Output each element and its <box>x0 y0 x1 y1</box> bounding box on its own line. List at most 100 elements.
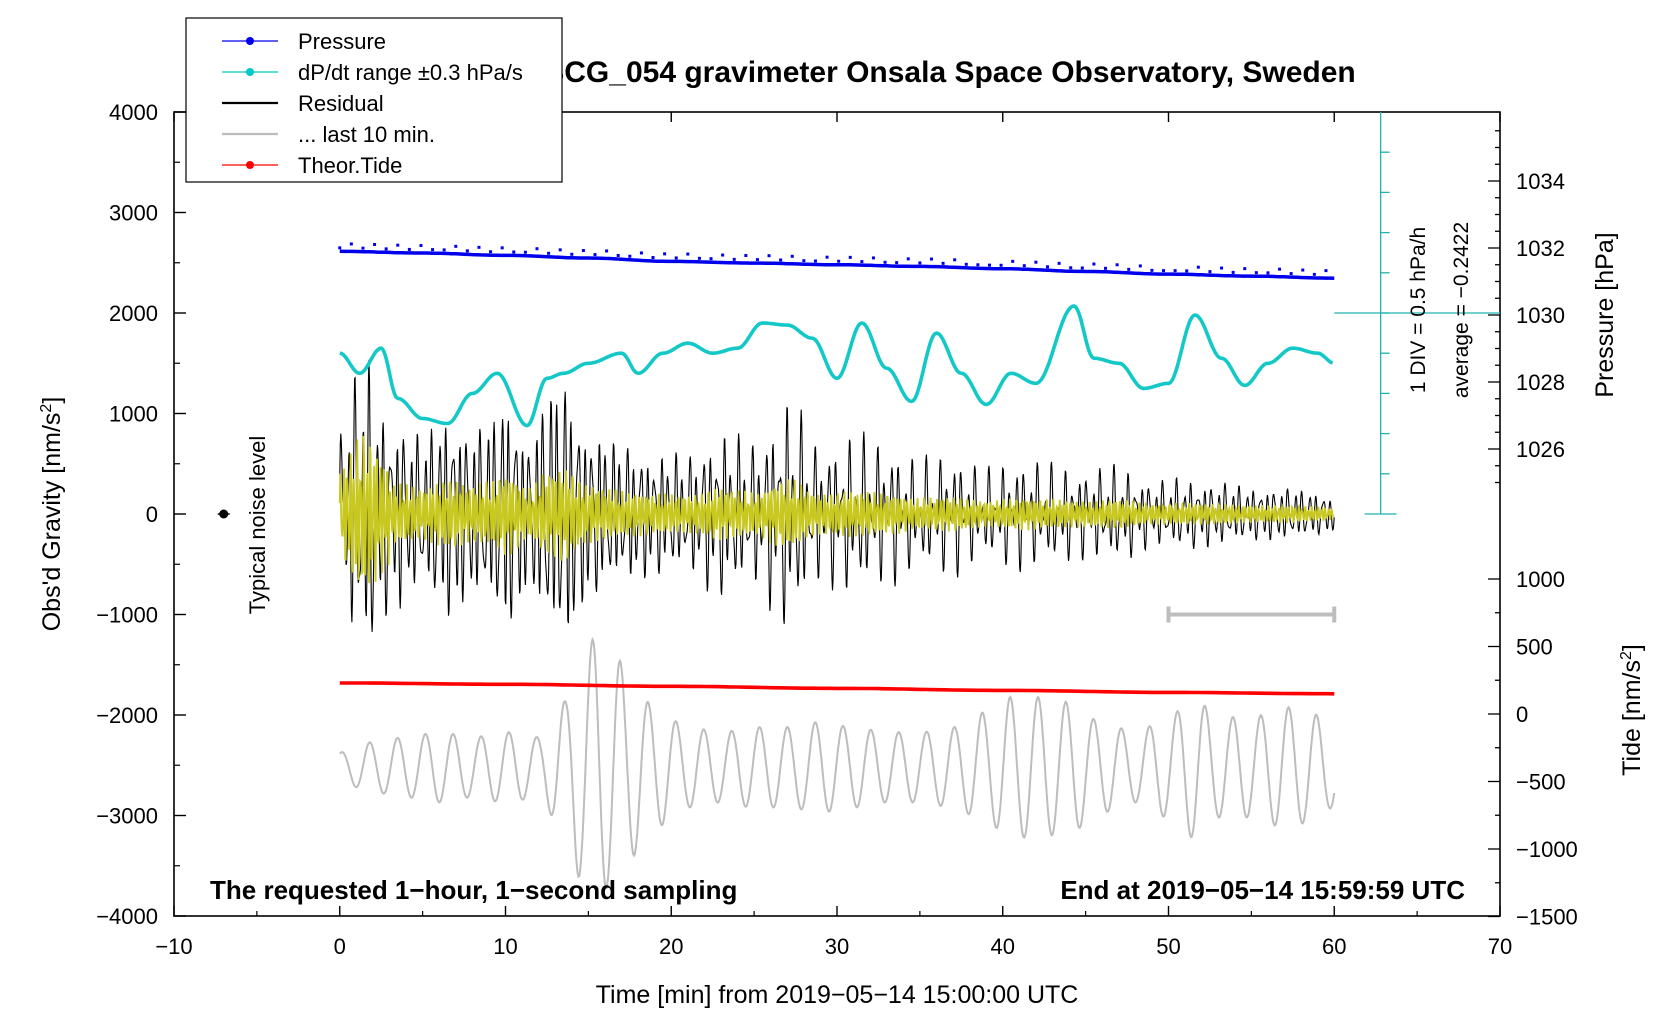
y-tick-label: −2000 <box>96 703 158 728</box>
y-tick-label: −1000 <box>96 603 158 628</box>
pressure-point <box>744 254 748 258</box>
pressure-point <box>1046 265 1050 269</box>
dpdt-line <box>339 304 1334 428</box>
pressure-tick-label: 1030 <box>1516 303 1565 328</box>
y-tick-label: 4000 <box>109 100 158 125</box>
scale-average-label: average = −0.2422 <box>1450 222 1473 398</box>
pressure-point <box>1220 266 1224 270</box>
pressure-point <box>570 252 574 256</box>
pressure-point <box>1034 260 1038 264</box>
pressure-point <box>1173 269 1177 273</box>
pressure-point <box>883 260 887 264</box>
legend-box <box>185 17 563 183</box>
x-tick-label: 60 <box>1322 934 1346 959</box>
y-tick-label: 3000 <box>109 201 158 226</box>
pressure-point <box>964 262 968 266</box>
pressure-point <box>1162 269 1166 273</box>
tide-tick-label: 1000 <box>1516 567 1565 592</box>
x-tick-label: 70 <box>1488 934 1512 959</box>
pressure-point <box>1243 267 1247 271</box>
pressure-point <box>837 259 841 263</box>
pressure-point <box>674 256 678 260</box>
pressure-point <box>1324 269 1328 273</box>
pressure-point <box>512 250 516 254</box>
pressure-tick-label: 1032 <box>1516 236 1565 261</box>
pressure-point <box>349 242 353 246</box>
pressure-point <box>709 257 713 261</box>
y-axis-label-pressure: Pressure [hPa] <box>1591 232 1619 397</box>
pressure-point <box>941 261 945 265</box>
tide-tick-label: 0 <box>1516 702 1528 727</box>
last10-line <box>339 636 1336 890</box>
pressure-point <box>871 256 875 260</box>
pressure-point <box>396 243 400 247</box>
pressure-point <box>1289 272 1293 276</box>
pressure-point <box>1185 269 1189 273</box>
pressure-point <box>732 257 736 261</box>
pressure-point <box>1057 261 1061 265</box>
pressure-point <box>779 258 783 262</box>
pressure-point <box>1127 267 1131 271</box>
tide-tick-label: 500 <box>1516 635 1553 660</box>
sampling-note: The requested 1−hour, 1−second sampling <box>210 875 737 905</box>
pressure-point <box>1104 266 1108 270</box>
data-layer <box>217 112 1500 890</box>
pressure-point <box>407 247 411 251</box>
pressure-point <box>523 250 527 254</box>
tide-tick-label: −1500 <box>1516 905 1578 930</box>
legend-label: ... last 10 min. <box>298 122 435 147</box>
legend-label: dP/dt range ±0.3 hPa/s <box>298 60 523 85</box>
x-tick-label: 20 <box>659 934 683 959</box>
noise-marker <box>219 509 229 519</box>
pressure-point <box>686 252 690 256</box>
pressure-point <box>338 246 342 250</box>
pressure-point <box>848 255 852 259</box>
pressure-point <box>477 245 481 249</box>
pressure-point <box>1196 265 1200 269</box>
pressure-point <box>489 250 493 254</box>
noise-level-label: Typical noise level <box>245 436 270 615</box>
pressure-point <box>465 249 469 253</box>
axes-layer: −10 0 10 20 30 40 50 60 70 −4000 −3000 −2000 −1000 0 1… <box>96 100 1578 959</box>
legend-swatch-marker <box>246 161 254 169</box>
y-axis-label-tide: Tide [nm/s2] <box>1618 644 1646 776</box>
pressure-point <box>1080 266 1084 270</box>
pressure-point <box>755 258 759 262</box>
y-tick-label: 1000 <box>109 402 158 427</box>
tide-tick-label: −500 <box>1516 770 1566 795</box>
pressure-point <box>953 258 957 262</box>
pressure-point <box>454 244 458 248</box>
pressure-point <box>535 247 539 251</box>
pressure-point <box>639 251 643 255</box>
y-tick-label: 2000 <box>109 301 158 326</box>
y-tick-label: −4000 <box>96 904 158 929</box>
pressure-tick-label: 1026 <box>1516 437 1565 462</box>
pressure-point <box>593 253 597 257</box>
pressure-point <box>1301 268 1305 272</box>
pressure-point <box>1069 266 1073 270</box>
pressure-point <box>605 249 609 253</box>
pressure-point <box>987 263 991 267</box>
pressure-tick-label: 1034 <box>1516 169 1565 194</box>
pressure-point <box>790 254 794 258</box>
pressure-point <box>628 254 632 258</box>
pressure-point <box>384 247 388 251</box>
pressure-point <box>1312 272 1316 276</box>
pressure-point <box>663 252 667 256</box>
legend-label: Theor.Tide <box>298 153 402 178</box>
pressure-point <box>895 261 899 265</box>
x-axis-label: Time [min] from 2019−05−14 15:00:00 UTC <box>596 981 1079 1009</box>
pressure-point <box>442 248 446 252</box>
pressure-point <box>1115 263 1119 267</box>
pressure-point <box>419 244 423 248</box>
x-tick-label: 0 <box>334 934 346 959</box>
residual-filtered-line <box>338 435 1335 584</box>
pressure-point <box>1254 271 1258 275</box>
pressure-point <box>361 246 365 250</box>
pressure-point <box>373 242 377 246</box>
pressure-tick-label: 1028 <box>1516 370 1565 395</box>
pressure-point <box>500 246 504 250</box>
scale-div-label: 1 DIV = 0.5 hPa/h <box>1407 227 1430 393</box>
pressure-point <box>813 259 817 263</box>
